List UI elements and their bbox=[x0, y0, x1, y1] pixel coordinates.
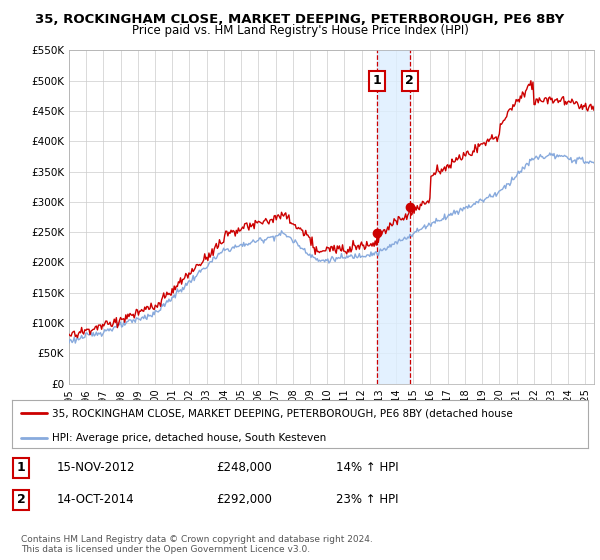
Text: £292,000: £292,000 bbox=[216, 493, 272, 506]
Bar bbox=[377, 50, 410, 384]
Text: 23% ↑ HPI: 23% ↑ HPI bbox=[336, 493, 398, 506]
Text: 2: 2 bbox=[17, 493, 25, 506]
Text: 35, ROCKINGHAM CLOSE, MARKET DEEPING, PETERBOROUGH, PE6 8BY: 35, ROCKINGHAM CLOSE, MARKET DEEPING, PE… bbox=[35, 13, 565, 26]
Text: £248,000: £248,000 bbox=[216, 461, 272, 474]
Text: HPI: Average price, detached house, South Kesteven: HPI: Average price, detached house, Sout… bbox=[52, 432, 326, 442]
Text: 2: 2 bbox=[405, 74, 414, 87]
Text: 1: 1 bbox=[373, 74, 381, 87]
Text: 35, ROCKINGHAM CLOSE, MARKET DEEPING, PETERBOROUGH, PE6 8BY (detached house: 35, ROCKINGHAM CLOSE, MARKET DEEPING, PE… bbox=[52, 408, 513, 418]
Text: 1: 1 bbox=[17, 461, 25, 474]
Text: 15-NOV-2012: 15-NOV-2012 bbox=[57, 461, 136, 474]
Text: Contains HM Land Registry data © Crown copyright and database right 2024.
This d: Contains HM Land Registry data © Crown c… bbox=[21, 535, 373, 554]
Text: 14-OCT-2014: 14-OCT-2014 bbox=[57, 493, 134, 506]
Text: Price paid vs. HM Land Registry's House Price Index (HPI): Price paid vs. HM Land Registry's House … bbox=[131, 24, 469, 37]
Text: 14% ↑ HPI: 14% ↑ HPI bbox=[336, 461, 398, 474]
